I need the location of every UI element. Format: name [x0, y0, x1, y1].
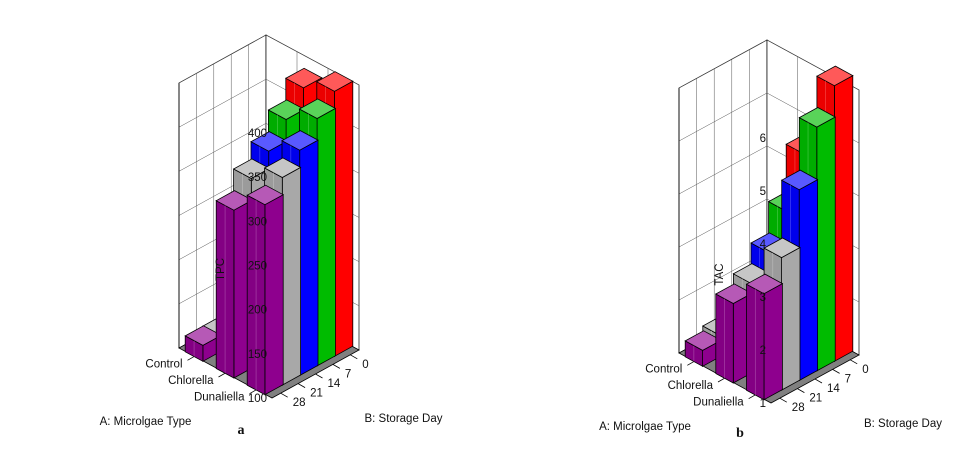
x-category-label: Dunaliella	[194, 392, 245, 404]
x-axis-title: A: Microlgae Type	[100, 416, 192, 428]
x-category-label: Dunaliella	[693, 397, 744, 409]
y-category-label: 28	[293, 397, 306, 409]
z-tick-label: 5	[760, 186, 766, 198]
y-category-labels: 07 14 21 28	[792, 364, 869, 414]
z-tick-label: 4	[760, 239, 767, 251]
x-category-labels: Dunaliella Chlorella Control	[645, 363, 744, 408]
z-tick-label: 3	[760, 292, 766, 304]
z-tick-label: 350	[248, 172, 267, 184]
x-category-labels: Dunaliella Chlorella Control	[145, 358, 245, 403]
y-category-label: 0	[362, 359, 368, 371]
z-tick-label: 6	[760, 133, 766, 145]
x-category-label: Chlorella	[168, 375, 214, 387]
y-category-label: 14	[827, 383, 840, 395]
y-category-label: 7	[845, 373, 851, 385]
z-tick-labels: 100 150 200 250 300 350 400	[248, 128, 267, 405]
floor-ticks	[187, 354, 358, 398]
y-axis-title: B: Storage Day	[365, 413, 443, 425]
z-tick-label: 1	[760, 398, 766, 410]
y-category-label: 21	[809, 393, 822, 405]
x-category-label: Chlorella	[668, 380, 714, 392]
z-axis-label: TPC	[215, 258, 227, 281]
z-tick-label: 300	[248, 216, 267, 228]
subfigure-label: a	[238, 423, 245, 438]
z-tick-label: 250	[248, 261, 267, 273]
z-tick-label: 400	[248, 128, 267, 140]
y-category-label: 14	[328, 378, 341, 390]
floor-ticks	[687, 359, 858, 403]
z-tick-label: 200	[248, 305, 267, 317]
y-category-label: 28	[792, 402, 805, 414]
z-axis-label: TAC	[714, 263, 726, 285]
subfigure-label: b	[736, 426, 744, 441]
z-tick-labels: 1 2 3 4 5 6	[760, 133, 767, 410]
y-category-labels: 07 14 21 28	[293, 359, 369, 409]
bar-dunaliella-day-28	[745, 273, 784, 401]
y-axis-title: B: Storage Day	[864, 418, 942, 430]
chart-b: 1 2 3 4 5 6 TAC Dunaliella Chlorella Control 07 14 2…	[599, 39, 942, 441]
x-category-label: Control	[645, 363, 682, 375]
y-category-label: 21	[310, 388, 323, 400]
z-tick-label: 2	[760, 345, 766, 357]
y-category-label: 0	[862, 364, 868, 376]
z-tick-label: 150	[248, 349, 267, 361]
bar-dunaliella-day-28	[246, 184, 285, 396]
x-category-label: Control	[145, 358, 182, 370]
y-category-label: 7	[345, 368, 351, 380]
chart-a: 100 150 200 250 300 350 400 TPC Dunaliella Chlore…	[100, 34, 443, 438]
z-tick-label: 100	[248, 393, 267, 405]
x-axis-title: A: Microlgae Type	[599, 421, 691, 433]
